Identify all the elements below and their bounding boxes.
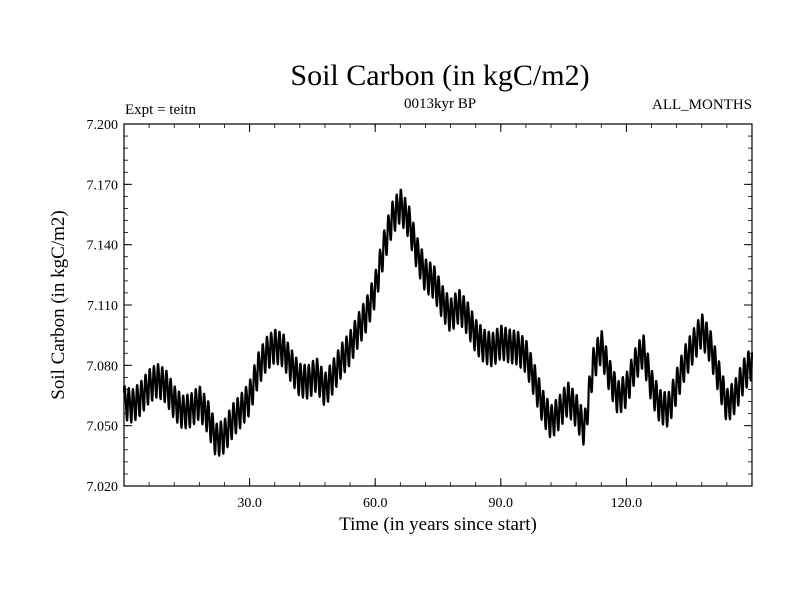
chart-subtitle: 0013kyr BP: [404, 96, 476, 112]
x-tick-label: 30.0: [237, 496, 262, 511]
y-tick-label: 7.140: [87, 239, 119, 254]
y-tick-label: 7.200: [87, 118, 119, 133]
y-axis-label: Soil Carbon (in kgC/m2): [48, 210, 69, 399]
x-tick-label: 60.0: [363, 496, 388, 511]
y-tick-label: 7.110: [87, 299, 118, 314]
plot-area: [122, 188, 754, 457]
plot-frame: [123, 123, 753, 487]
y-tick-label: 7.050: [87, 420, 119, 435]
x-axis: 30.0 60.0 90.0 120.0: [123, 124, 753, 511]
x-tick-label: 90.0: [489, 496, 514, 511]
chart-title: Soil Carbon (in kgC/m2): [290, 59, 589, 92]
y-tick-label: 7.170: [87, 178, 119, 193]
series-line-soil-carbon: [122, 188, 754, 457]
y-tick-label: 7.020: [87, 480, 119, 495]
x-tick-label: 120.0: [611, 496, 643, 511]
experiment-label: Expt = teitn: [125, 102, 196, 118]
x-axis-label: Time (in years since start): [339, 514, 537, 535]
y-tick-label: 7.080: [87, 359, 119, 374]
months-label: ALL_MONTHS: [652, 97, 752, 113]
y-axis: 7.020 7.050 7.080 7.110 7.140 7.170 7.200: [87, 118, 752, 495]
